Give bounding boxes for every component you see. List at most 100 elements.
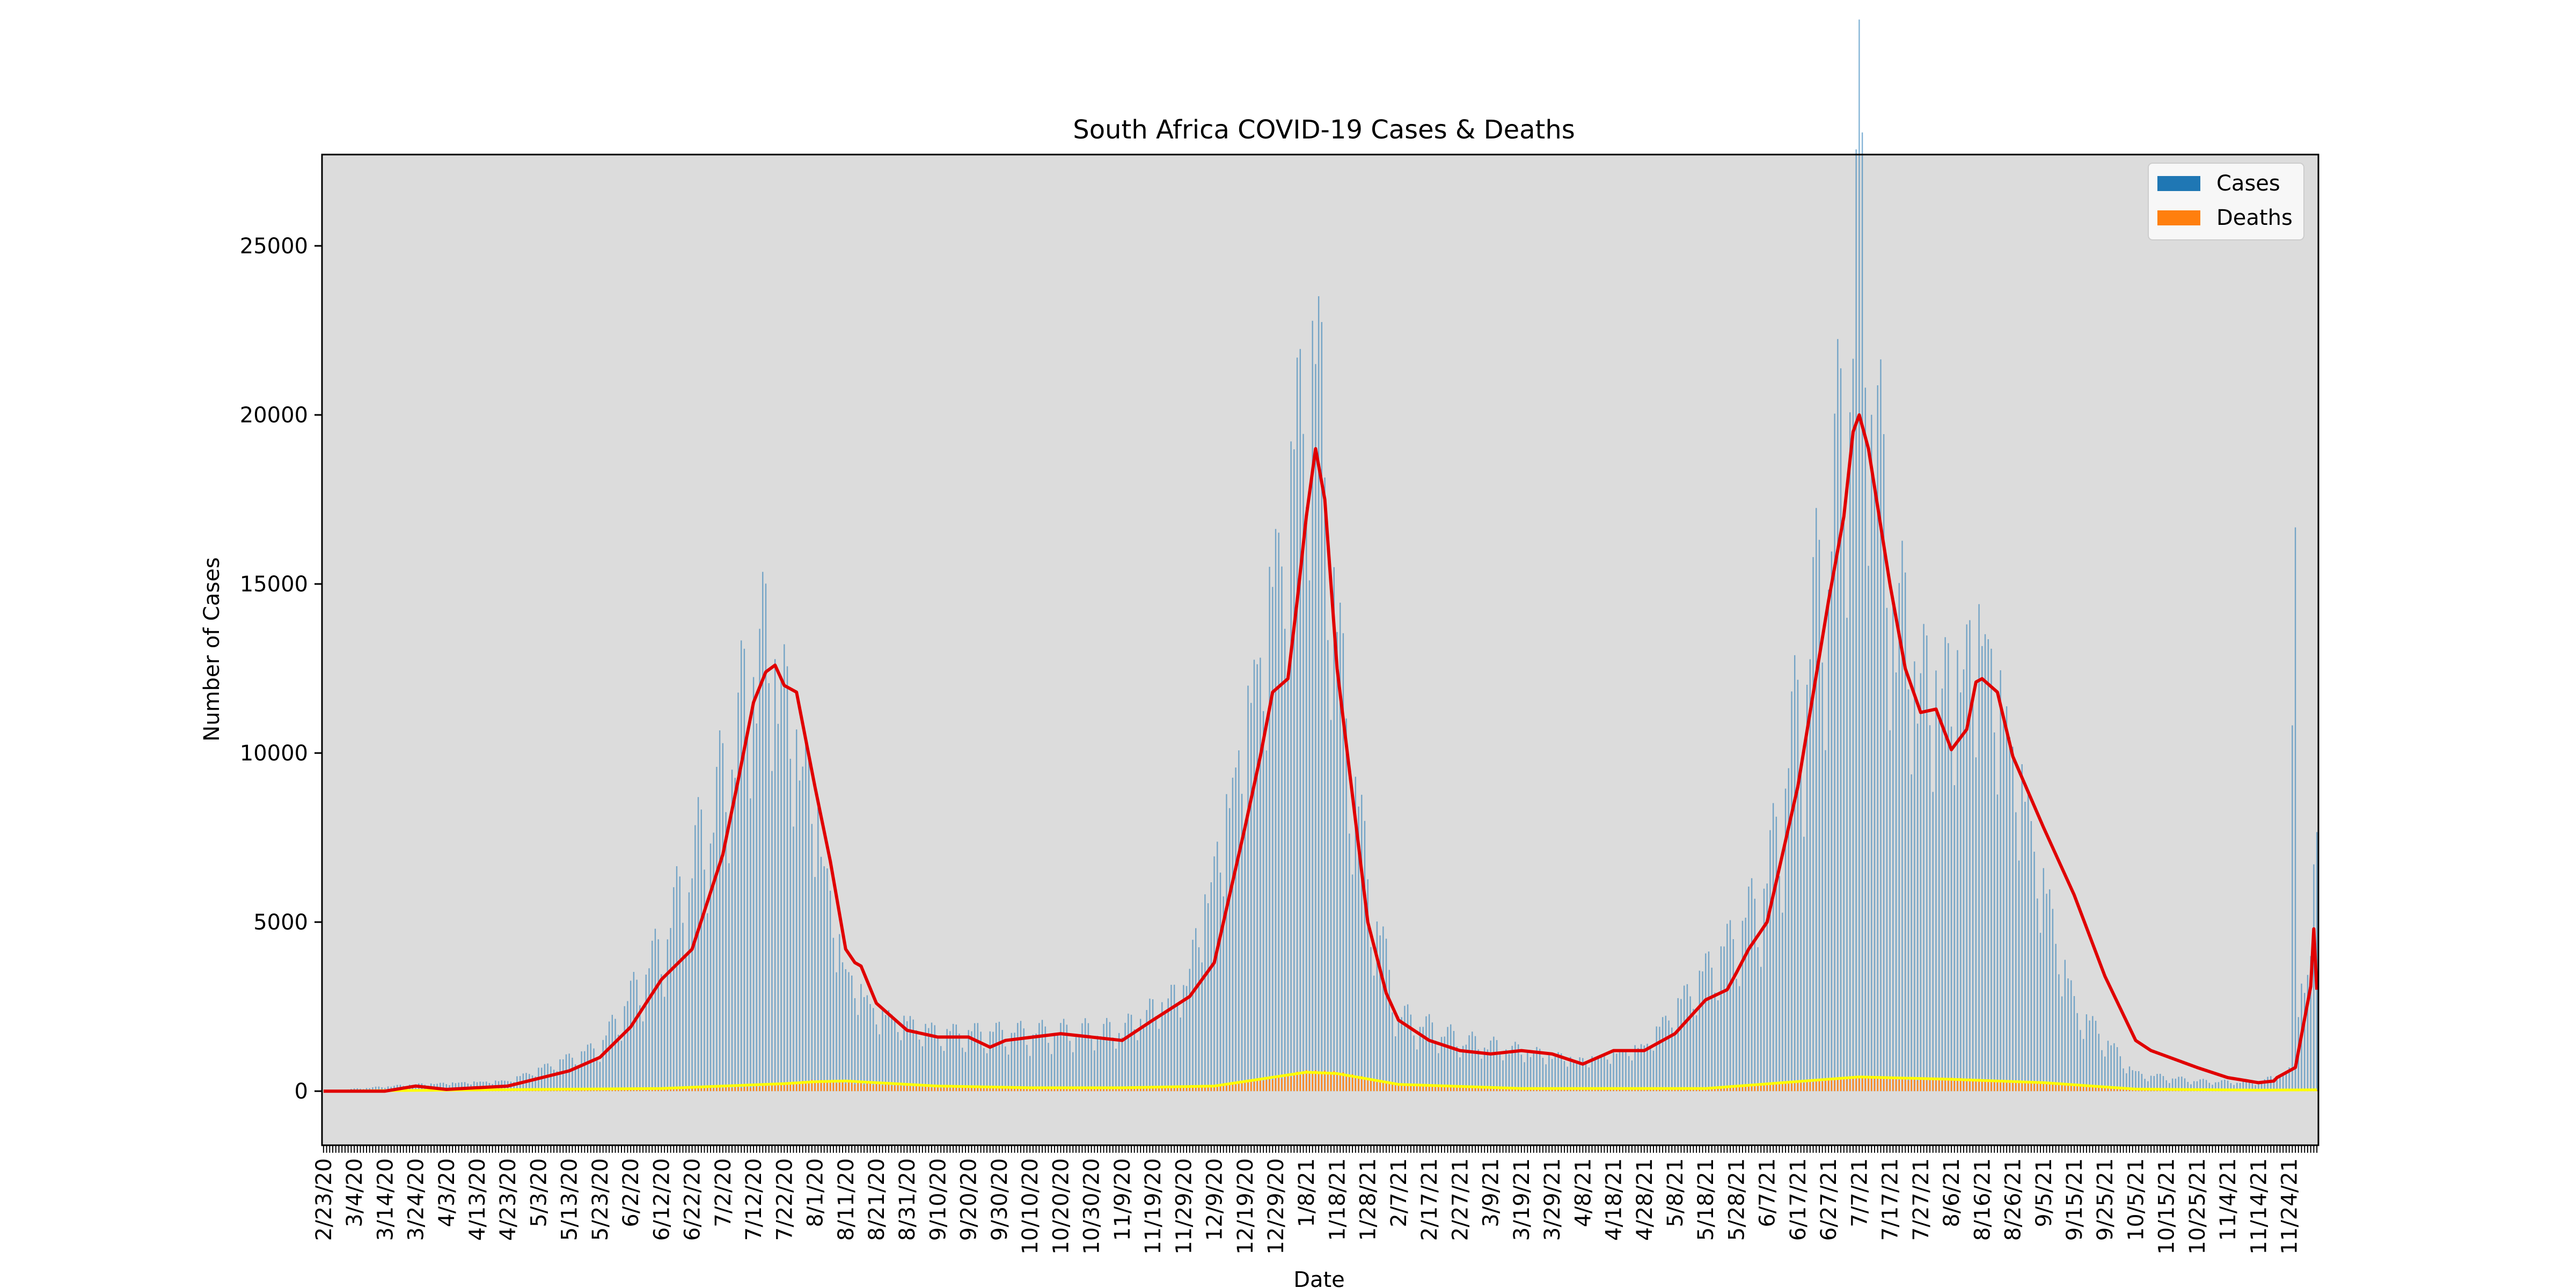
y-tick-label: 15000 [240,572,308,597]
cases-bar [1376,921,1378,1092]
cases-bar [682,923,684,1092]
cases-bar [1287,673,1289,1092]
cases-bar [1023,1028,1024,1092]
cases-bar [1465,1044,1467,1092]
cases-bar [713,832,714,1092]
cases-bar [1007,1055,1009,1092]
deaths-bar [1511,1088,1513,1092]
cases-bar [2015,812,2017,1092]
cases-bar [605,1035,607,1092]
cases-bar [633,972,635,1092]
deaths-bar [673,1089,675,1092]
deaths-bar [977,1088,979,1092]
deaths-bar [1723,1086,1725,1092]
deaths-bar [1499,1088,1501,1092]
deaths-bar [943,1087,945,1092]
cases-bar [1477,1049,1479,1092]
x-tick-label: 6/2/20 [619,1158,643,1227]
cases-bar [903,1015,905,1092]
deaths-bar [608,1089,610,1092]
cases-bar [1333,567,1335,1092]
deaths-bar [796,1082,797,1092]
deaths-bar [1121,1087,1123,1092]
cases-bar [1508,1054,1510,1092]
deaths-bar [1422,1085,1424,1092]
deaths-bar [1032,1087,1034,1092]
cases-bar [535,1076,536,1092]
cases-bar [2101,1050,2103,1092]
cases-bar [1868,566,1869,1092]
deaths-bar [802,1081,803,1092]
deaths-bar [1772,1083,1774,1092]
cases-bar [1158,1029,1160,1092]
deaths-bar [1794,1083,1796,1092]
cases-bar [1161,1002,1163,1092]
deaths-bar [1483,1087,1485,1092]
cases-bar [1308,580,1311,1092]
deaths-bar [1293,1073,1295,1092]
deaths-bar [1852,1078,1854,1092]
deaths-bar [1333,1071,1335,1092]
cases-bar [2067,978,2069,1092]
deaths-bar [1051,1087,1052,1092]
deaths-bar [1382,1080,1384,1092]
cases-bar [624,1006,625,1092]
deaths-bar [1438,1085,1439,1092]
cases-bar [2227,1080,2229,1092]
cases-bar [2012,747,2014,1092]
deaths-bar [1250,1080,1252,1092]
deaths-bar [654,1089,656,1092]
cases-bar [1616,1053,1618,1092]
deaths-bar [2104,1087,2106,1092]
cases-bar [1487,1049,1489,1092]
deaths-bar [627,1089,628,1092]
cases-bar [1923,624,1924,1092]
deaths-bar [863,1084,865,1092]
deaths-bar [1330,1073,1332,1092]
cases-bar [912,1019,914,1092]
cases-bar [1929,725,1931,1092]
deaths-bar [1213,1087,1215,1092]
deaths-bar [657,1089,659,1092]
deaths-bar [888,1084,890,1092]
deaths-bar [2030,1083,2032,1092]
cases-bar [581,1051,582,1092]
cases-bar [2150,1075,2152,1092]
deaths-bar [1490,1088,1491,1092]
cases-bar [1572,1061,1575,1092]
x-tick-label: 6/27/21 [1817,1158,1841,1241]
cases-bar [1852,358,1854,1092]
cases-bar [986,1053,988,1092]
deaths-bar [2003,1082,2004,1092]
cases-bar [1115,1049,1117,1092]
cases-bar [928,1028,930,1092]
cases-bar [2153,1075,2155,1092]
cases-bar [719,730,721,1092]
deaths-bar [1905,1077,1906,1092]
deaths-bar [784,1083,785,1092]
deaths-bar [903,1086,905,1092]
cases-bar [1984,634,1986,1092]
cases-bar [1075,1037,1077,1092]
deaths-bar [1428,1084,1430,1092]
cases-bar [1152,999,1154,1092]
deaths-bar [1779,1082,1780,1092]
deaths-bar [1969,1078,1971,1092]
cases-bar [2049,889,2051,1092]
y-tick-label: 5000 [253,910,308,935]
cases-bar [817,807,819,1092]
deaths-bar [1091,1087,1092,1092]
cases-bar [1646,1043,1648,1092]
cases-bar [1533,1051,1534,1092]
cases-bar [1106,1018,1108,1092]
cases-bar [2273,1078,2275,1092]
deaths-bar [1462,1087,1464,1092]
cases-bar [1069,1041,1071,1092]
cases-bar [962,1048,963,1092]
cases-bar [704,869,705,1092]
cases-bar [2175,1078,2177,1092]
deaths-bar [882,1085,883,1092]
deaths-bar [1367,1080,1368,1092]
cases-bar [1340,602,1341,1092]
deaths-bar [645,1089,647,1092]
